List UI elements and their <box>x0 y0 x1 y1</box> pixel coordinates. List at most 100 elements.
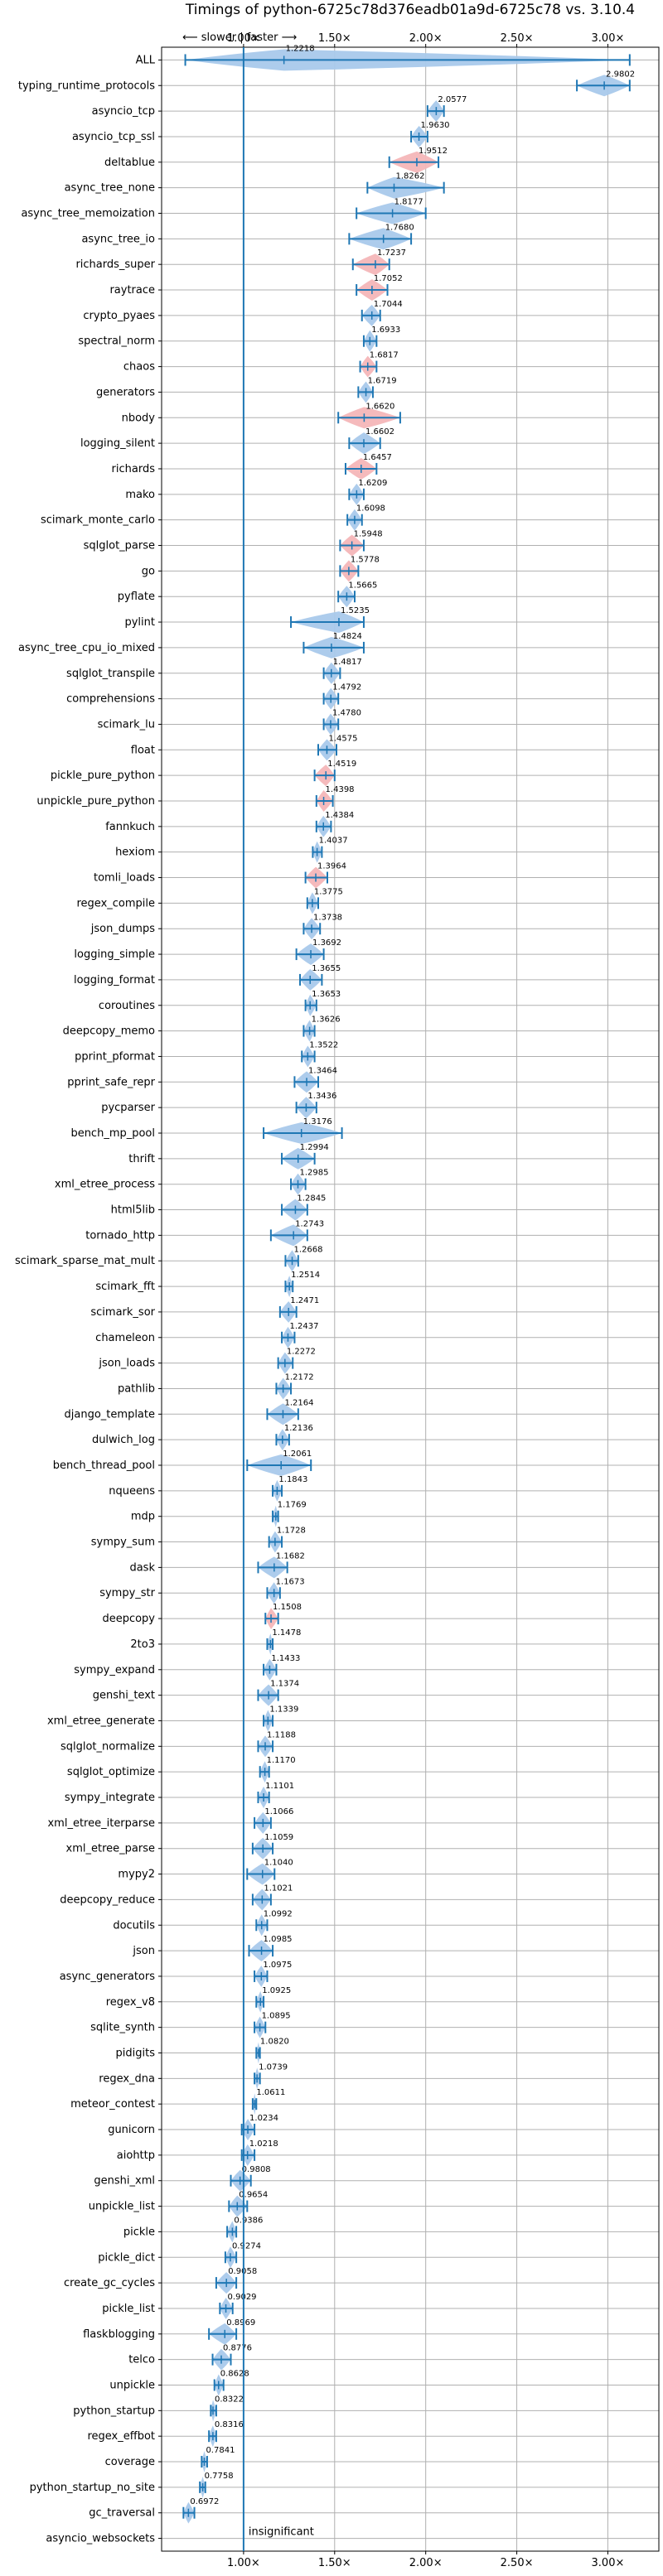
value-label: 0.8322 <box>215 2395 244 2404</box>
value-label: 1.1040 <box>264 1859 293 1868</box>
value-label: 1.1021 <box>264 1884 293 1893</box>
x-tick-label-bottom: 2.50× <box>501 2557 534 2569</box>
value-label: 1.0820 <box>260 2038 289 2047</box>
value-label: 1.3655 <box>312 964 341 973</box>
value-label: 1.3626 <box>312 1015 341 1025</box>
benchmark-label: mypy2 <box>118 1869 155 1881</box>
value-label: 1.5235 <box>341 606 370 615</box>
x-tick-label-bottom: 1.00× <box>227 2557 260 2569</box>
benchmark-label: float <box>131 744 155 756</box>
benchmark-label: raytrace <box>109 284 155 297</box>
value-label: 0.7758 <box>205 2472 234 2481</box>
value-label: 1.2743 <box>295 1219 324 1228</box>
benchmark-label: async_tree_memoization <box>21 208 155 220</box>
benchmark-label: nqueens <box>109 1485 155 1498</box>
value-label: 1.4792 <box>332 683 361 692</box>
benchmark-label: xml_etree_parse <box>66 1843 155 1855</box>
benchmark-label: telco <box>128 2354 155 2366</box>
benchmark-label: richards_super <box>75 258 155 271</box>
benchmark-label: deepcopy_reduce <box>60 1893 155 1906</box>
value-label: 0.8776 <box>223 2344 252 2353</box>
value-label: 1.1059 <box>264 1833 293 1842</box>
value-label: 1.3653 <box>312 990 341 999</box>
benchmark-label: fannkuch <box>105 821 155 833</box>
benchmark-label: bench_mp_pool <box>70 1127 155 1140</box>
benchmark-label: logging_format <box>74 974 155 987</box>
value-label: 1.2136 <box>284 1424 313 1433</box>
value-label: 1.0925 <box>262 1986 291 1995</box>
value-label: 1.6719 <box>368 376 397 385</box>
benchmark-label: aiohttp <box>117 2149 155 2162</box>
benchmark-label: json <box>132 1945 155 1957</box>
benchmark-label: chameleon <box>95 1332 155 1344</box>
x-tick-label-bottom: 2.00× <box>409 2557 443 2569</box>
value-label: 1.1682 <box>276 1551 305 1561</box>
x-tick-label-top: 2.00× <box>409 32 443 45</box>
value-label: 1.4824 <box>333 632 362 641</box>
value-label: 1.4575 <box>328 734 357 743</box>
benchmark-label: pathlib <box>118 1382 155 1395</box>
benchmark-label: genshi_text <box>93 1690 155 1702</box>
benchmark-label: gc_traversal <box>89 2507 155 2520</box>
value-label: 1.6620 <box>365 402 394 411</box>
value-label: 1.4398 <box>326 785 355 794</box>
value-label: 0.9274 <box>232 2241 261 2250</box>
value-label: 1.5778 <box>351 555 380 564</box>
benchmark-label: typing_runtime_protocols <box>18 80 155 92</box>
value-label: 1.1170 <box>267 1756 296 1765</box>
benchmark-label: python_startup_no_site <box>30 2482 155 2494</box>
value-label: 0.8628 <box>220 2370 249 2379</box>
benchmark-label: go <box>142 565 155 577</box>
x-axis-bottom: 1.00× 1.50× 2.00× 2.50× 3.00× <box>227 2551 624 2569</box>
value-label: 1.0975 <box>263 1961 292 1970</box>
benchmark-label: mako <box>125 489 155 501</box>
benchmark-label: crypto_pyaes <box>83 310 155 322</box>
value-label: 1.6457 <box>363 453 392 462</box>
benchmark-label: pickle <box>123 2226 155 2238</box>
value-label: 1.3964 <box>317 862 346 871</box>
value-label: 1.2668 <box>294 1245 323 1254</box>
value-label: 1.1508 <box>273 1603 302 1612</box>
benchmark-label: json_loads <box>98 1358 155 1370</box>
value-label: 0.9654 <box>239 2191 268 2200</box>
x-tick-label-top: 1.00× <box>227 32 260 45</box>
value-label: 1.0985 <box>264 1935 293 1944</box>
value-label: 1.6602 <box>365 427 394 437</box>
value-label: 1.3738 <box>313 913 342 922</box>
benchmark-label: pickle_pure_python <box>51 769 155 782</box>
benchmark-label: gunicorn <box>108 2124 155 2136</box>
benchmark-label: sympy_str <box>99 1587 155 1599</box>
direction-annotation: ⟵ slower | faster ⟶ <box>182 31 297 44</box>
benchmark-label: scimark_fft <box>95 1281 155 1293</box>
value-label: 1.1339 <box>269 1705 298 1715</box>
benchmark-label: unpickle <box>109 2379 155 2391</box>
value-label: 1.6209 <box>358 479 387 488</box>
benchmark-label: dask <box>129 1561 155 1574</box>
value-label: 0.8316 <box>215 2420 244 2429</box>
benchmark-label: spectral_norm <box>78 335 155 348</box>
benchmark-label: asyncio_tcp <box>92 105 155 118</box>
value-label: 2.9802 <box>606 70 635 79</box>
value-label: 1.3692 <box>312 938 341 948</box>
benchmark-label: python_startup <box>73 2405 155 2417</box>
value-label: 1.3464 <box>308 1066 337 1075</box>
benchmark-label: meteor_contest <box>70 2098 155 2110</box>
x-axis-top: 1.00× 1.50× 2.00× 2.50× 3.00× <box>227 32 624 47</box>
benchmark-label: sqlglot_normalize <box>60 1740 155 1753</box>
benchmark-label: asyncio_tcp_ssl <box>72 131 155 143</box>
benchmark-label: thrift <box>128 1153 155 1165</box>
benchmark-label: 2to3 <box>130 1638 155 1651</box>
value-label: 1.9512 <box>419 147 448 156</box>
benchmark-label: logging_silent <box>80 437 155 450</box>
benchmark-label: json_dumps <box>90 923 155 935</box>
value-label: 1.0218 <box>249 2139 278 2149</box>
value-label: 1.2845 <box>297 1194 326 1204</box>
benchmark-label: xml_etree_process <box>55 1179 155 1191</box>
benchmark-label: async_tree_cpu_io_mixed <box>18 642 155 654</box>
value-label: 1.4519 <box>327 760 356 769</box>
benchmark-label: django_template <box>65 1408 155 1421</box>
value-label: 1.7044 <box>374 300 403 309</box>
benchmark-label: ALL <box>136 54 156 66</box>
value-label: 1.0739 <box>259 2062 288 2072</box>
benchmark-label: comprehensions <box>66 693 155 706</box>
